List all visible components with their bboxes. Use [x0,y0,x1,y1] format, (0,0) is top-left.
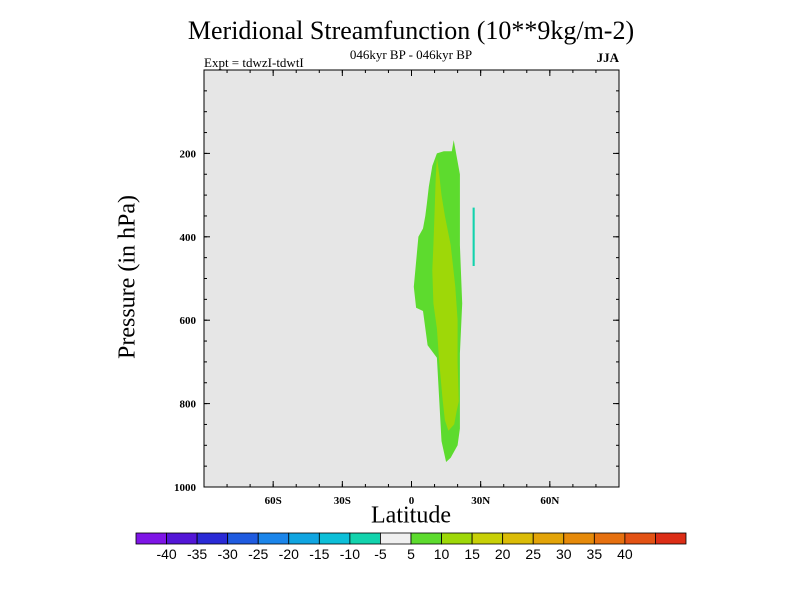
y-tick-label: 1000 [174,482,197,494]
y-tick-label: 600 [180,315,197,327]
colorbar-label: -20 [279,546,299,562]
season-subtitle: JJA [596,50,619,65]
colorbar-label: 40 [617,546,633,562]
x-tick-label: 60N [540,495,559,507]
y-tick-label: 200 [180,148,197,160]
colorbar-label: 30 [556,546,572,562]
experiment-subtitle: Expt = tdwzI-tdwtI [204,55,304,70]
colorbar-swatch [441,532,473,545]
y-tick-label: 800 [180,399,197,411]
colorbar-label: -30 [218,546,238,562]
colorbar-label: -35 [187,546,207,562]
colorbar-swatch [257,532,290,545]
colorbar-swatch [471,532,504,545]
colorbar-swatch [502,532,534,545]
colorbar-swatch [410,532,442,545]
colorbar-label: -10 [340,546,360,562]
colorbar-label: -15 [309,546,329,562]
colorbar-swatch [349,532,381,545]
colorbar-swatch [380,532,412,545]
colorbar-swatch [318,532,351,545]
colorbar-swatch [135,532,167,545]
contour-level-10-15 [432,157,459,431]
colorbar-swatch [655,532,687,545]
contour-regions [413,140,475,462]
colorbar-label: 35 [587,546,603,562]
colorbar-label: 20 [495,546,511,562]
colorbar-swatch [227,532,259,545]
x-tick-label: 30N [471,495,490,507]
contour-level-minus-10-minus-5 [472,207,475,266]
colorbar-swatch [196,532,229,545]
colorbar-label: -5 [374,546,387,562]
chart-title: Meridional Streamfunction (10**9kg/m-2) [187,16,635,45]
axis-ticks: 60S 30S 0 30N 60N 200 400 600 800 1000 [174,69,620,507]
colorbar-swatch [624,532,656,545]
colorbar-swatch [563,532,595,545]
x-tick-label: 30S [334,495,351,507]
time-range-subtitle: 046kyr BP - 046kyr BP [349,47,473,62]
colorbar: -40 -35 -30 -25 -20 -15 -10 -5 5 10 15 20 25 30 35 40 [135,532,687,562]
plot-area [204,70,619,487]
colorbar-swatch [593,532,626,545]
colorbar-label: 15 [464,546,480,562]
x-tick-label: 0 [409,495,415,507]
colorbar-label: 10 [434,546,450,562]
x-tick-label: 60S [265,495,282,507]
colorbar-label: 25 [525,546,541,562]
colorbar-swatch [288,532,320,545]
y-tick-label: 400 [180,232,197,244]
colorbar-label: 5 [407,546,415,562]
colorbar-label: -25 [248,546,268,562]
colorbar-label: -40 [156,546,176,562]
x-axis-label: Latitude [371,502,451,529]
colorbar-swatch [532,532,565,545]
colorbar-swatch [166,532,198,545]
